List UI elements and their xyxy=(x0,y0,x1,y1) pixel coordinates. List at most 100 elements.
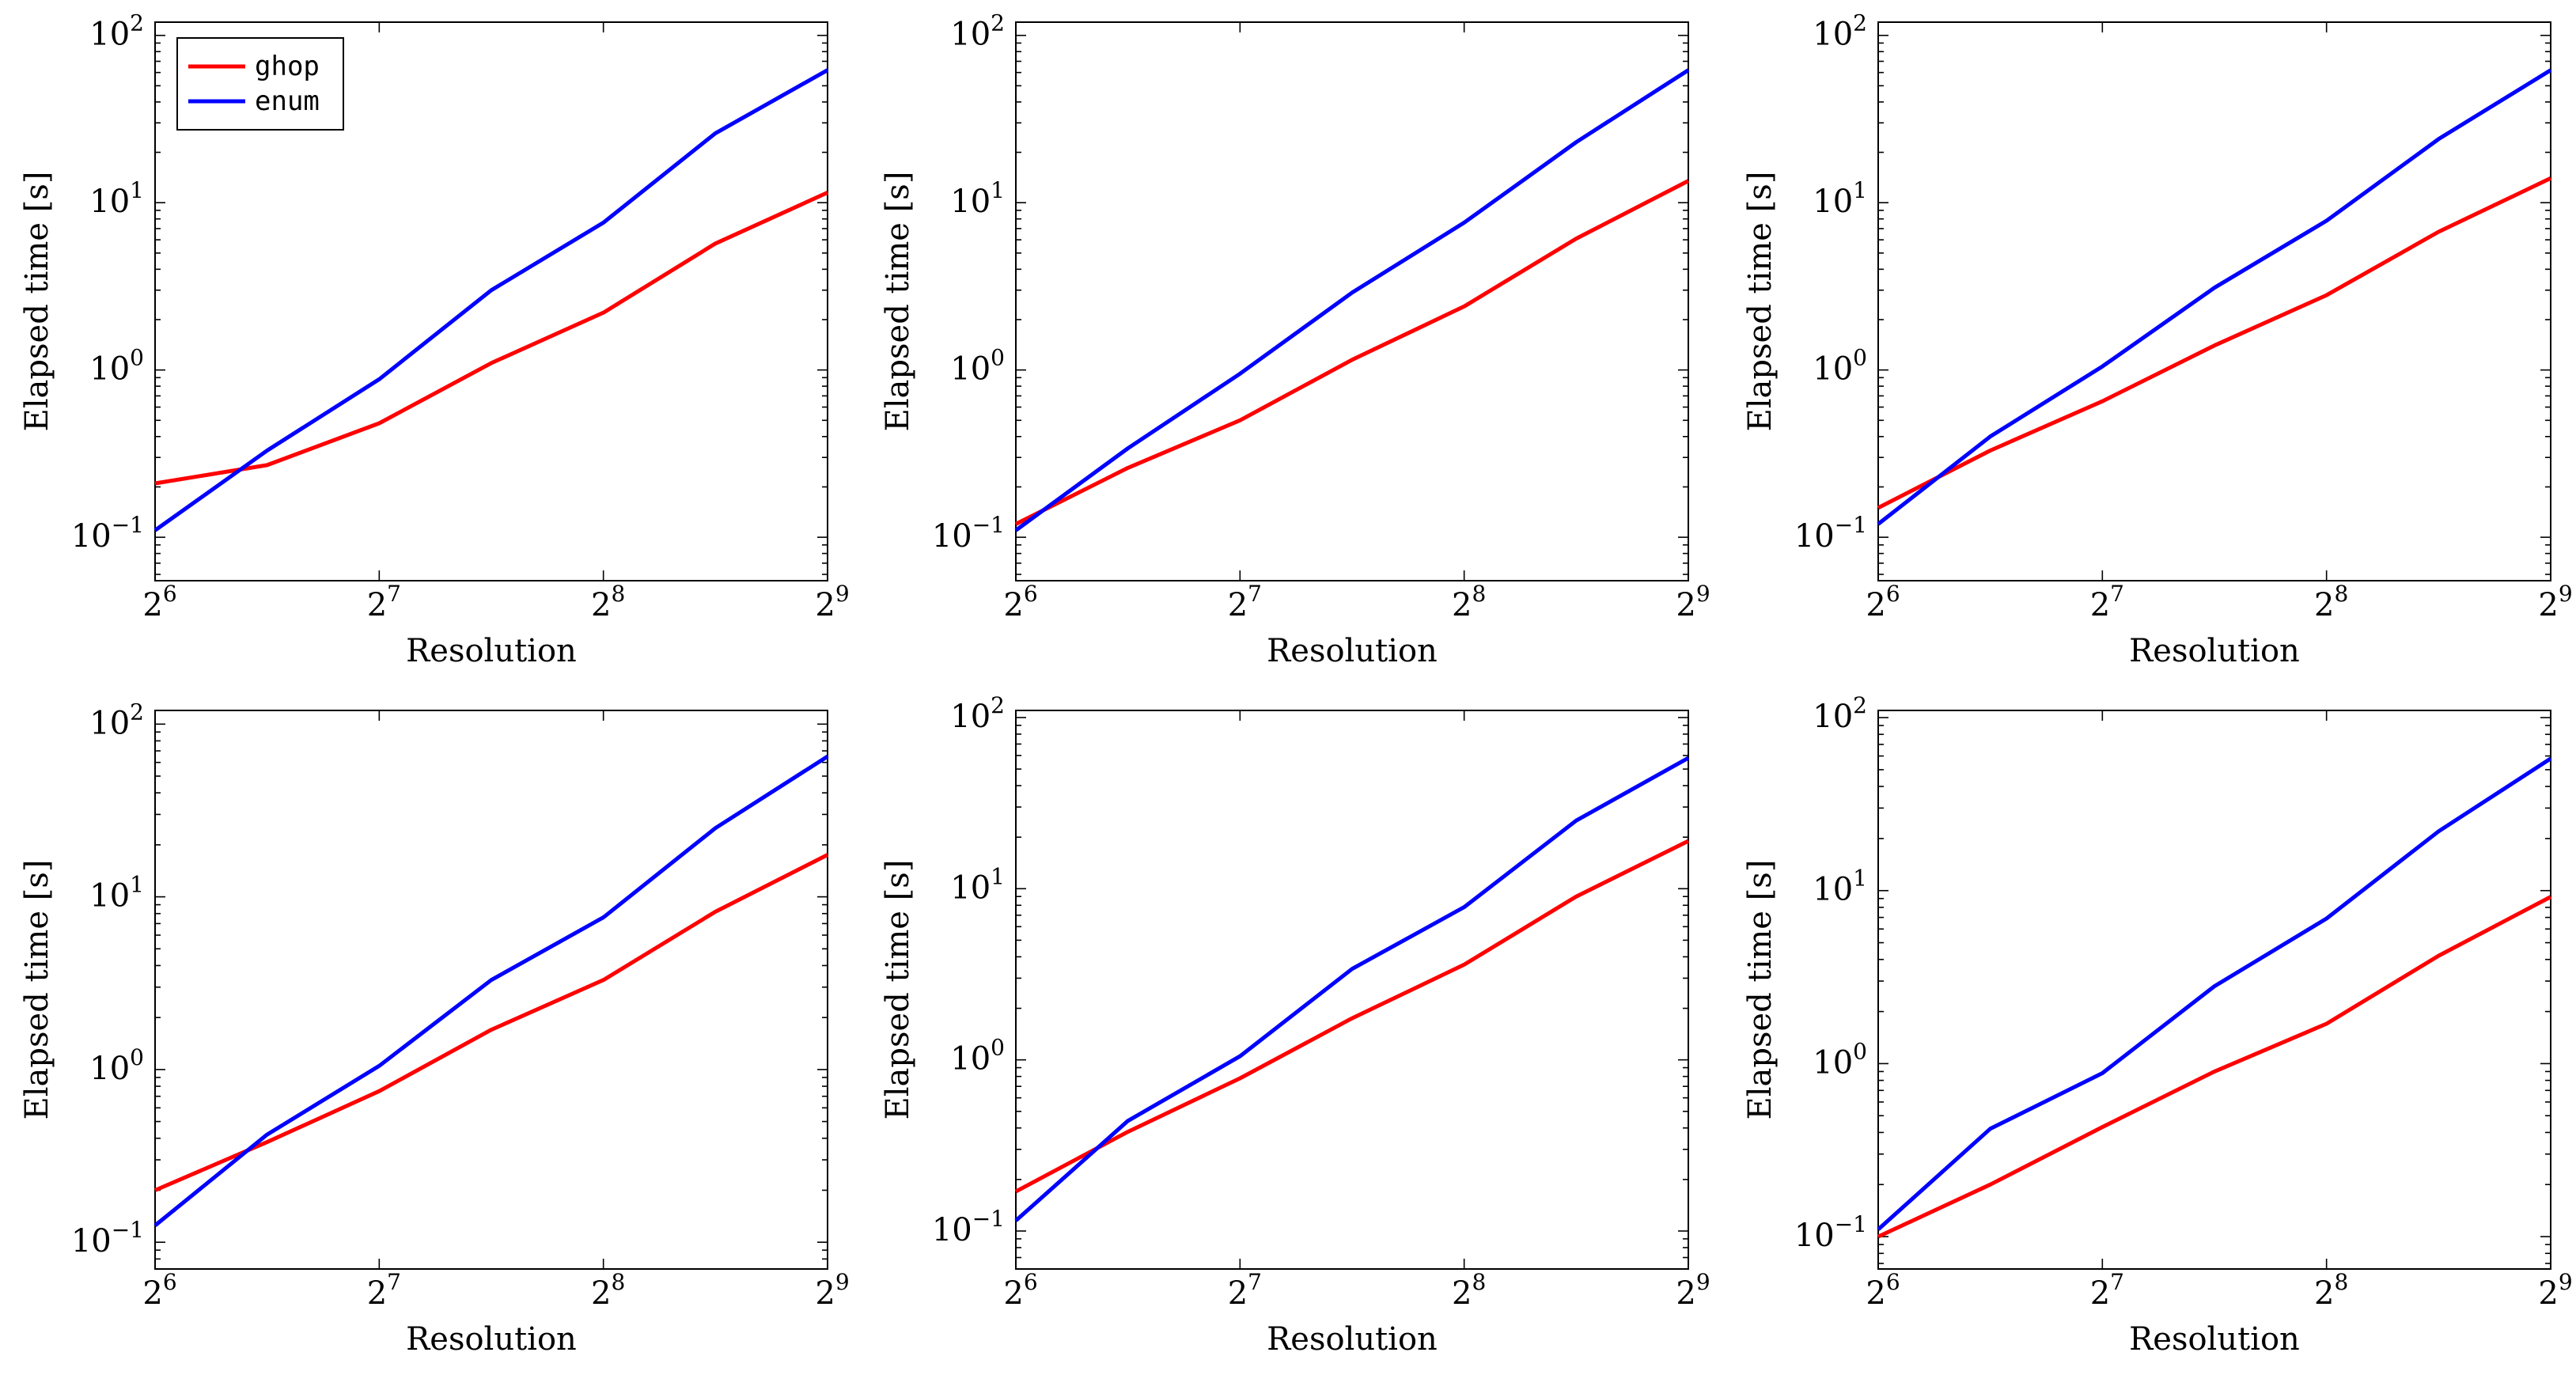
y-tick-label: 100 xyxy=(1813,1038,1867,1081)
x-tick-label: 26 xyxy=(142,1269,176,1312)
x-tick-exponent: 9 xyxy=(2559,1269,2573,1295)
series-line-enum xyxy=(1877,756,2552,1231)
x-tick-exponent: 6 xyxy=(1024,1269,1038,1295)
x-tick-base: 2 xyxy=(591,587,611,623)
y-tick-exponent: 0 xyxy=(991,1035,1005,1061)
y-tick-base: 10 xyxy=(1813,699,1853,735)
series-line-ghop xyxy=(1014,179,1690,526)
y-tick-exponent: 2 xyxy=(991,692,1005,718)
y-tick-exponent: 2 xyxy=(130,10,144,36)
series-line-enum xyxy=(1014,756,1690,1222)
y-tick-exponent: 0 xyxy=(130,1044,144,1070)
y-tick-label: 100 xyxy=(950,345,1005,388)
x-tick-base: 2 xyxy=(142,587,162,623)
series-line-ghop xyxy=(1014,839,1690,1194)
x-tick-exponent: 9 xyxy=(2559,581,2573,607)
y-tick-base: 10 xyxy=(89,17,130,53)
y-tick-base: 10 xyxy=(1813,872,1853,908)
x-tick-label: 28 xyxy=(1452,1269,1486,1312)
x-tick-exponent: 8 xyxy=(611,581,625,607)
y-tick-base: 10 xyxy=(71,518,112,555)
series-line-ghop xyxy=(154,853,829,1192)
x-tick-label: 28 xyxy=(2314,581,2348,623)
y-tick-label: 102 xyxy=(950,10,1005,53)
x-tick-exponent: 9 xyxy=(835,581,850,607)
y-tick-base: 10 xyxy=(89,351,130,388)
y-tick-base: 10 xyxy=(950,351,991,388)
y-tick-exponent: 1 xyxy=(1853,177,1867,203)
y-tick-label: 101 xyxy=(1813,866,1867,908)
x-tick-exponent: 9 xyxy=(835,1269,850,1295)
y-tick-exponent: 0 xyxy=(1853,1038,1867,1064)
x-tick-exponent: 7 xyxy=(387,1269,401,1295)
plot-frame xyxy=(1015,21,1689,581)
x-tick-label: 26 xyxy=(1003,581,1037,623)
y-tick-exponent: −1 xyxy=(1835,1211,1867,1237)
y-tick-base: 10 xyxy=(89,705,130,741)
x-tick-base: 2 xyxy=(1866,587,1885,623)
x-tick-exponent: 9 xyxy=(1696,581,1710,607)
y-tick-exponent: 0 xyxy=(130,345,144,371)
y-tick-exponent: −1 xyxy=(972,1206,1005,1232)
y-tick-label: 102 xyxy=(950,692,1005,735)
x-tick-base: 2 xyxy=(367,587,387,623)
y-tick-label: 10−1 xyxy=(1794,1211,1867,1254)
x-axis-label: Resolution xyxy=(406,1321,577,1358)
y-tick-base: 10 xyxy=(1794,518,1835,555)
legend-label-enum: enum xyxy=(255,85,320,117)
y-tick-label: 101 xyxy=(950,177,1005,220)
y-tick-label: 102 xyxy=(89,10,144,53)
x-tick-exponent: 7 xyxy=(1248,1269,1262,1295)
y-tick-exponent: −1 xyxy=(112,512,144,538)
x-ticks xyxy=(154,22,828,581)
y-tick-exponent: 1 xyxy=(130,872,144,898)
y-tick-exponent: 2 xyxy=(130,699,144,725)
y-tick-label: 100 xyxy=(950,1035,1005,1078)
series-line-enum xyxy=(1877,68,2552,526)
x-tick-base: 2 xyxy=(591,1275,611,1312)
x-tick-label: 26 xyxy=(1003,1269,1037,1312)
x-tick-exponent: 7 xyxy=(2110,1269,2124,1295)
x-tick-label: 27 xyxy=(367,1269,401,1312)
x-tick-label: 29 xyxy=(815,581,849,623)
y-tick-exponent: 1 xyxy=(991,863,1005,889)
legend-box xyxy=(176,37,344,131)
y-tick-base: 10 xyxy=(1813,184,1853,220)
y-axis-label: Elapsed time [s] xyxy=(1742,860,1779,1120)
y-tick-exponent: 2 xyxy=(1853,10,1867,36)
x-axis-label: Resolution xyxy=(406,633,577,669)
y-tick-exponent: 0 xyxy=(1853,345,1867,371)
x-tick-exponent: 9 xyxy=(1696,1269,1710,1295)
x-tick-exponent: 6 xyxy=(163,1269,177,1295)
y-tick-label: 10−1 xyxy=(71,512,144,555)
y-tick-base: 10 xyxy=(932,518,972,555)
y-tick-base: 10 xyxy=(89,184,130,220)
y-tick-exponent: 2 xyxy=(1853,692,1867,718)
y-tick-label: 10−1 xyxy=(1794,512,1867,555)
x-ticks xyxy=(1877,710,2551,1269)
x-tick-exponent: 8 xyxy=(1472,1269,1486,1295)
x-tick-label: 27 xyxy=(1228,1269,1262,1312)
x-tick-label: 29 xyxy=(2538,581,2572,623)
plot-frame xyxy=(1877,710,2551,1270)
series-line-ghop xyxy=(154,191,829,486)
y-tick-base: 10 xyxy=(1813,1044,1853,1081)
y-tick-base: 10 xyxy=(950,869,991,906)
y-ticks xyxy=(1016,34,1688,575)
x-tick-base: 2 xyxy=(1866,1275,1885,1312)
series-line-enum xyxy=(1014,68,1690,532)
y-ticks xyxy=(1016,717,1688,1270)
y-axis-label: Elapsed time [s] xyxy=(19,860,55,1120)
x-tick-base: 2 xyxy=(1676,587,1695,623)
x-tick-base: 2 xyxy=(1228,1275,1248,1312)
x-ticks xyxy=(154,710,828,1269)
y-tick-base: 10 xyxy=(1813,351,1853,388)
x-tick-label: 28 xyxy=(591,1269,625,1312)
y-ticks xyxy=(155,723,828,1270)
x-ticks xyxy=(1015,22,1689,581)
x-tick-label: 26 xyxy=(1866,581,1900,623)
x-tick-base: 2 xyxy=(367,1275,387,1312)
y-ticks xyxy=(1878,34,2551,575)
